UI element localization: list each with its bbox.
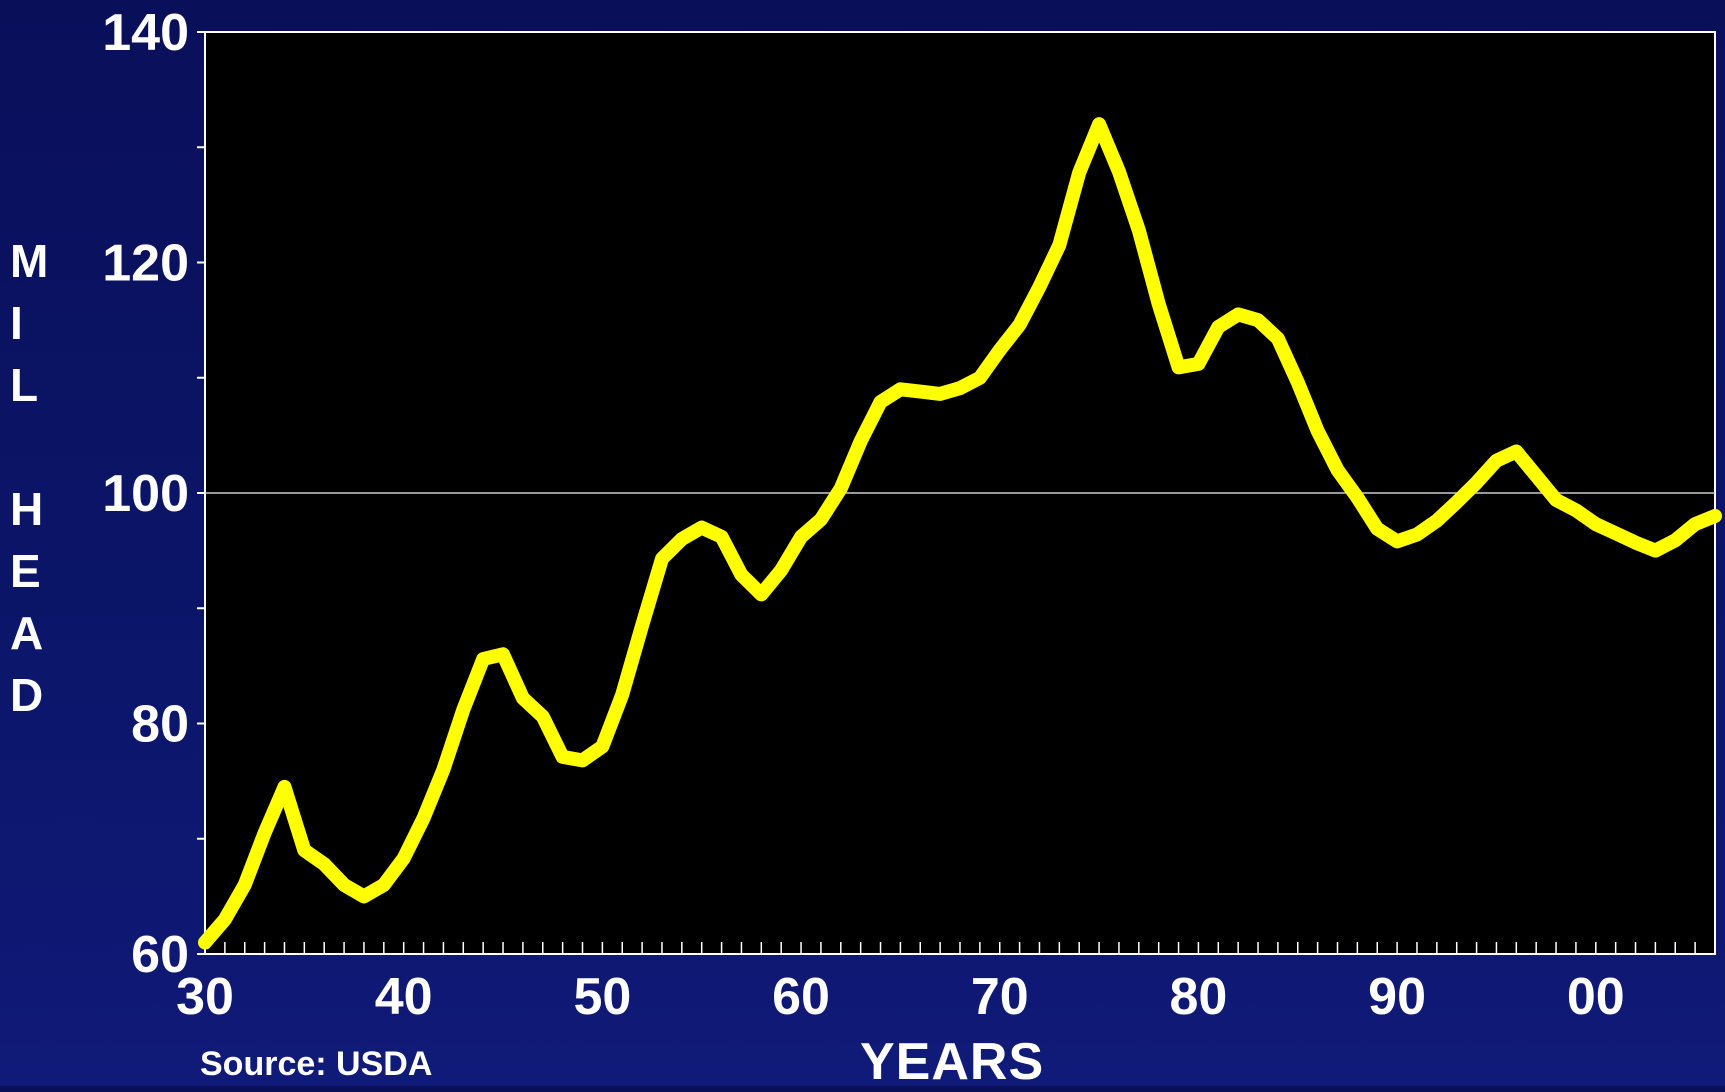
x-axis-tick-labels: 30 40 50 60 70 80 90 00 [176, 968, 1625, 1026]
y-tick-label: 100 [102, 465, 189, 523]
x-tick-label: 40 [375, 968, 433, 1026]
x-tick-label: 80 [1169, 968, 1227, 1026]
x-tick-label: 30 [176, 968, 234, 1026]
y-tick-label: 120 [102, 235, 189, 293]
x-tick-label: 90 [1368, 968, 1426, 1026]
y-axis-label-letter: I [10, 297, 23, 349]
y-axis-label-letter: H [10, 483, 44, 535]
y-axis-minor-ticks [197, 31, 205, 955]
x-tick-label: 60 [772, 968, 830, 1026]
y-axis-label-letter: L [10, 359, 39, 411]
series-line [198, 117, 1722, 950]
x-tick-label: 00 [1567, 968, 1625, 1026]
y-axis-label-letter: E [10, 545, 41, 597]
y-axis-tick-labels: 60 80 100 120 140 [102, 4, 189, 984]
y-axis-label-letter: D [10, 669, 44, 721]
y-axis-label-letter: A [10, 607, 44, 659]
y-tick-label: 140 [102, 4, 189, 62]
x-axis-label: YEARS [860, 1033, 1045, 1091]
y-axis-label-letter: M [10, 235, 49, 287]
y-tick-label: 80 [131, 696, 189, 754]
y-tick-label: 60 [131, 926, 189, 984]
source-note: Source: USDA [200, 1045, 433, 1083]
x-tick-label: 50 [573, 968, 631, 1026]
x-tick-label: 70 [971, 968, 1029, 1026]
y-axis-label-gap [10, 416, 50, 478]
